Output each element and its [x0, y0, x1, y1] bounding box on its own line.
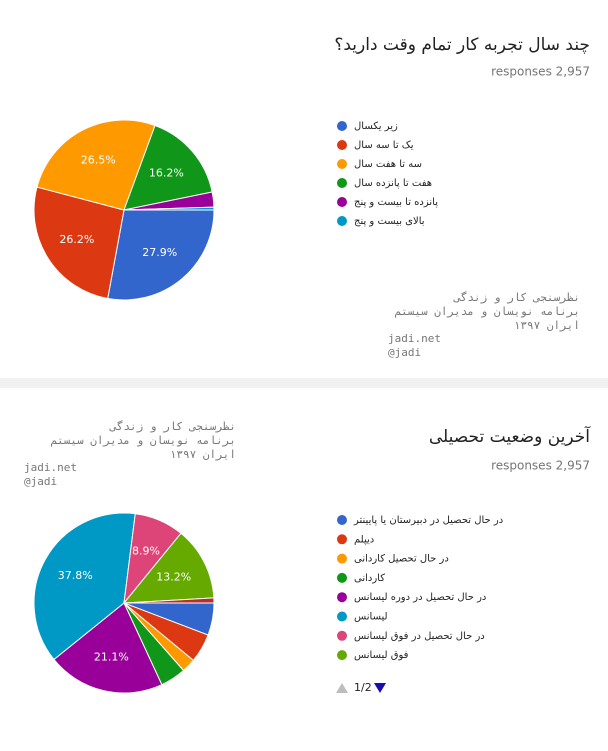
watermark: برنامه نویسان و مدیران سیستم	[395, 305, 580, 318]
legend-swatch	[337, 630, 347, 641]
responses-count: responses 2,957	[491, 65, 590, 79]
legend-swatch	[337, 515, 347, 525]
legend-label: بالای بیست و پنج	[354, 216, 425, 227]
slice-label: 21.1%	[94, 650, 129, 663]
legend-swatch	[337, 178, 347, 188]
legend-swatch	[337, 650, 347, 661]
watermark: نظرسنجی کار و زندگی	[453, 291, 580, 304]
watermark: نظرسنجی کار و زندگی	[109, 420, 236, 433]
pie-slice	[33, 512, 136, 661]
watermark: ایران ۱۳۹۷	[170, 448, 236, 461]
legend-label: یک تا سه سال	[354, 140, 414, 151]
watermark: برنامه نویسان و مدیران سیستم	[51, 434, 236, 447]
slice-label: 16.2%	[149, 167, 184, 180]
chart-title: چند سال تجربه کار تمام وقت دارید؟	[334, 35, 590, 55]
legend-label: فوق لیسانس	[354, 650, 409, 661]
pie-slice	[107, 209, 215, 301]
card-separator	[0, 378, 608, 388]
legend-label: دیپلم	[354, 534, 374, 545]
pie-slice	[123, 124, 213, 211]
legend-label: زیر یکسال	[354, 121, 398, 132]
legend-swatch	[337, 534, 347, 545]
legend-label: لیسانس	[354, 612, 388, 623]
pie-slice	[33, 186, 125, 300]
pie-slice	[123, 206, 215, 211]
legend-label: کاردانی	[354, 573, 385, 584]
legend-label: پانزده تا بیست و پنج	[354, 197, 438, 208]
responses-count: responses 2,957	[491, 459, 590, 473]
pie-slice	[53, 602, 163, 694]
legend-label: در حال تحصیل در فوق لیسانس	[354, 631, 485, 642]
pie-slice	[123, 597, 215, 604]
watermark: ایران ۱۳۹۷	[514, 319, 580, 332]
pie-slice	[122, 532, 215, 604]
legend-swatch	[337, 611, 347, 622]
slice-label: 26.2%	[59, 233, 94, 246]
slice-label: 26.5%	[81, 154, 116, 167]
legend-label: هفت تا پانزده سال	[354, 178, 432, 189]
legend-swatch	[337, 592, 347, 603]
slice-label: 13.2%	[156, 571, 191, 584]
legend-swatch	[337, 197, 347, 207]
watermark: jadi.net	[388, 332, 441, 345]
legend-label: در حال تحصیل کاردانی	[354, 554, 449, 565]
legend-label: سه تا هفت سال	[354, 159, 422, 170]
pie-slice	[36, 119, 156, 211]
legend-swatch	[337, 121, 347, 131]
legend-label: در حال تحصیل در دبیرستان یا پایینتر	[353, 515, 503, 526]
legend-swatch	[337, 140, 347, 150]
legend-swatch	[337, 572, 347, 583]
watermark: jadi.net	[24, 461, 77, 474]
chart-title: آخرین وضعیت تحصیلی	[429, 425, 591, 447]
slice-label: 37.8%	[58, 569, 93, 582]
legend-swatch	[337, 216, 347, 226]
legend-swatch	[337, 159, 347, 169]
legend-swatch	[337, 553, 347, 564]
watermark: @jadi	[24, 475, 57, 488]
legend-label: در حال تحصیل در دوره لیسانس	[354, 592, 486, 603]
pager-label: 1/2	[354, 681, 372, 694]
watermark: @jadi	[388, 346, 421, 359]
pager-next[interactable]	[374, 683, 386, 693]
pager-prev	[336, 683, 348, 693]
slice-label: 8.9%	[132, 545, 160, 558]
slice-label: 27.9%	[142, 246, 177, 259]
